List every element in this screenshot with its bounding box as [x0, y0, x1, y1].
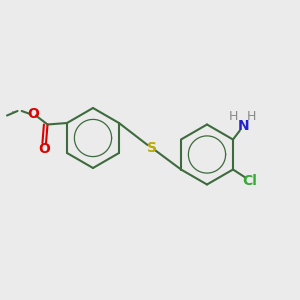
Text: N: N	[238, 119, 249, 133]
Text: methyl: methyl	[11, 110, 16, 112]
Text: O: O	[38, 142, 50, 156]
Text: H: H	[247, 110, 256, 123]
Text: Cl: Cl	[242, 174, 257, 188]
Text: O: O	[27, 107, 39, 121]
Text: H: H	[229, 110, 239, 123]
Text: S: S	[146, 141, 157, 155]
